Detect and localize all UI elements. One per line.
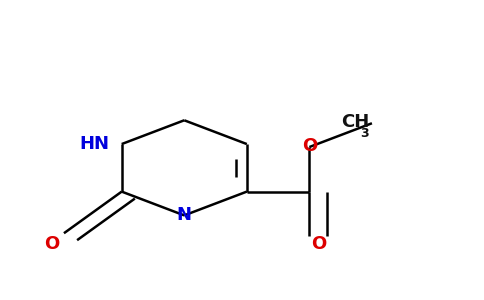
Text: O: O [302, 136, 318, 154]
Text: O: O [45, 235, 60, 253]
Text: N: N [177, 206, 192, 224]
Text: CH: CH [341, 113, 369, 131]
Text: HN: HN [80, 135, 110, 153]
Text: 3: 3 [360, 127, 368, 140]
Text: O: O [311, 235, 327, 253]
